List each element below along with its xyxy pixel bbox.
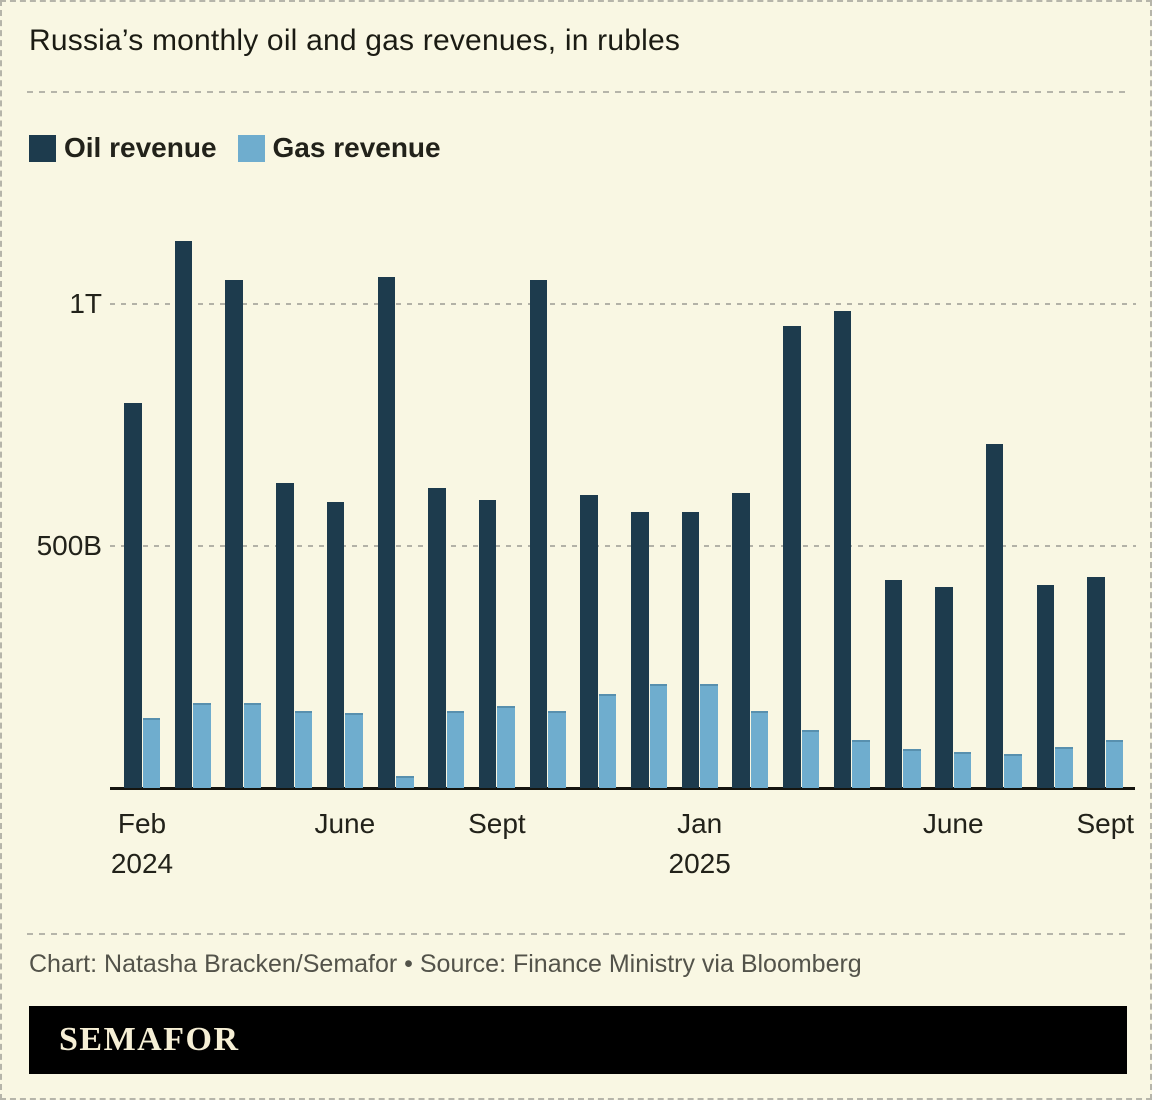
gas-bar: [801, 729, 820, 788]
xtick-label: Sept: [468, 808, 526, 839]
ytick-label-500b: 500B: [36, 530, 102, 561]
oil-bar: [580, 495, 598, 788]
oil-bar: [985, 444, 1004, 788]
legend-item-gas: Gas revenue: [237, 132, 441, 164]
credit-text: Chart: Natasha Bracken/Semafor • Source:…: [29, 950, 862, 978]
semafor-logo: SEMAFOR: [59, 1021, 240, 1058]
oil-bar: [276, 483, 294, 788]
oil-bar: [1087, 577, 1105, 788]
gas-bar: [1004, 754, 1022, 788]
gas-bar: [598, 693, 617, 788]
gridline-1t: [110, 303, 1136, 305]
oil-bar: [783, 325, 801, 788]
gas-bar: [1105, 739, 1124, 788]
oil-bar: [681, 512, 700, 788]
xtick-label: June: [922, 808, 984, 839]
xtick-label: June: [314, 808, 376, 839]
gas-bar: [396, 775, 414, 788]
xtick-label: Jan: [677, 808, 723, 839]
gas-bar: [903, 749, 921, 788]
xtick-label: Sept: [1076, 808, 1135, 839]
gas-bar: [953, 751, 972, 788]
xtick-label: Feb: [117, 808, 167, 839]
gas-bar: [345, 712, 363, 788]
legend-swatch-oil: [29, 134, 56, 162]
xtick-year-label: 2025: [668, 848, 731, 879]
gas-bar: [142, 717, 160, 788]
legend: Oil revenue Gas revenue: [29, 132, 441, 164]
oil-bar: [529, 279, 548, 788]
gas-bar: [497, 705, 515, 788]
chart-title: Russia’s monthly oil and gas revenues, i…: [29, 24, 681, 57]
oil-bar: [326, 502, 345, 788]
oil-bar: [225, 279, 243, 788]
legend-item-oil: Oil revenue: [29, 132, 217, 164]
oil-bar: [377, 277, 395, 788]
gas-bar: [294, 710, 313, 788]
gas-bar: [548, 710, 566, 788]
oil-bar: [174, 241, 193, 788]
xtick-year-label: 2024: [110, 848, 174, 879]
gas-bar: [243, 703, 262, 788]
x-axis-line: [110, 787, 1135, 790]
ytick-label-1t: 1T: [69, 288, 102, 319]
gridline-500b: [110, 545, 1136, 547]
oil-bar: [833, 311, 852, 788]
oil-bar: [478, 500, 497, 788]
gas-bar: [446, 710, 465, 788]
oil-bar: [935, 587, 953, 788]
oil-bar: [428, 487, 446, 788]
oil-bar: [1036, 584, 1055, 788]
gas-bar: [700, 683, 718, 788]
oil-bar: [124, 403, 142, 788]
gas-bar: [1055, 746, 1073, 788]
gas-bar: [193, 703, 211, 788]
legend-label-oil: Oil revenue: [64, 132, 217, 163]
title-divider: [27, 91, 1129, 93]
gas-bar: [750, 710, 769, 788]
oil-bar: [631, 512, 649, 788]
footer-divider: [27, 933, 1129, 935]
legend-label-gas: Gas revenue: [272, 132, 441, 163]
oil-bar: [884, 579, 902, 788]
legend-swatch-gas: [237, 134, 265, 162]
gas-bar: [649, 683, 667, 788]
oil-bar: [732, 492, 750, 788]
logo-bar: SEMAFOR: [29, 1006, 1127, 1074]
gas-bar: [852, 739, 870, 788]
